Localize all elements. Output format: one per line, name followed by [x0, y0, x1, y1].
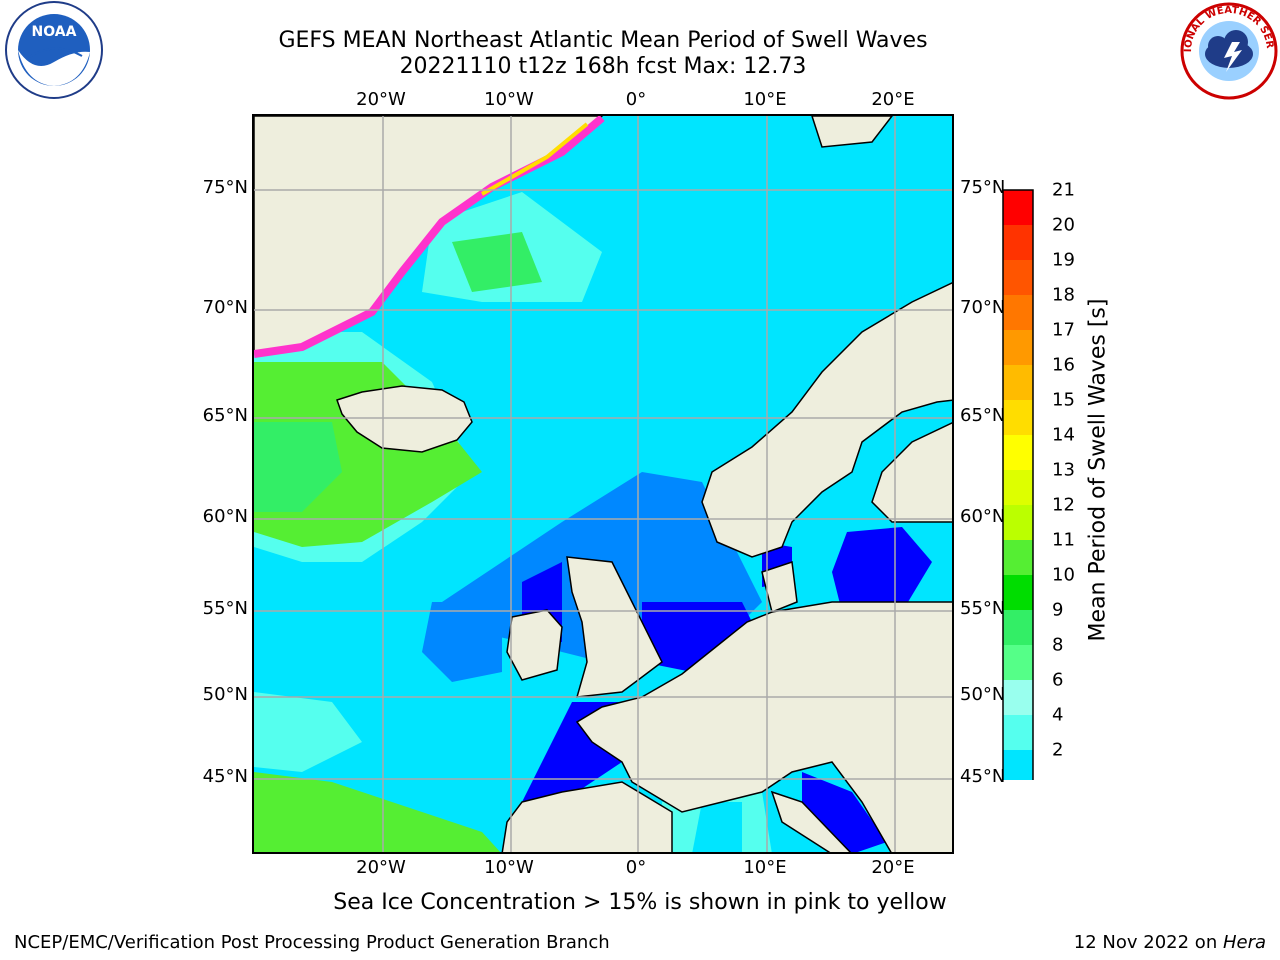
nws-logo: NATIONAL WEATHER SERVICE	[1176, 0, 1278, 100]
chart-title: GEFS MEAN Northeast Atlantic Mean Period…	[278, 28, 928, 53]
noaa-logo: NOAA	[4, 0, 104, 100]
sea-ice-edge	[254, 116, 605, 358]
footer-date-text: 12 Nov 2022 on	[1073, 932, 1223, 953]
colorbar-swatch	[1003, 400, 1033, 435]
lon-tick-top-20e: 20°E	[871, 89, 915, 110]
colorbar-swatch	[1003, 365, 1033, 400]
lat-tick-left-75n: 75°N	[202, 177, 248, 198]
colorbar-swatch	[1003, 715, 1033, 750]
colorbar-tick-label: 10	[1052, 564, 1075, 586]
colorbar-tick-label: 12	[1052, 494, 1075, 516]
colorbar-swatch	[1003, 540, 1033, 575]
lon-tick-bottom-10e: 10°E	[743, 857, 787, 878]
colorbar-tick-label: 14	[1052, 424, 1075, 446]
graticule	[254, 116, 952, 852]
colorbar-tick-label: 6	[1052, 669, 1064, 691]
lat-tick-left-50n: 50°N	[202, 684, 248, 705]
colorbar-swatch	[1003, 470, 1033, 505]
colorbar-outline	[1002, 189, 1034, 780]
colorbar-tick-label: 20	[1052, 214, 1075, 236]
colorbar	[1002, 189, 1034, 780]
footer-credit: NCEP/EMC/Verification Post Processing Pr…	[14, 932, 610, 953]
lat-tick-right-45n: 45°N	[960, 766, 1006, 787]
ireland-land	[506, 609, 563, 681]
europe-land	[575, 601, 952, 852]
footer-host: Hera	[1222, 932, 1266, 953]
colorbar-swatch	[1003, 260, 1033, 295]
colorbar-tick-label: 15	[1052, 389, 1075, 411]
lon-tick-top-10e: 10°E	[743, 89, 787, 110]
colorbar-tick-label: 8	[1052, 634, 1064, 656]
sea-ice-note: Sea Ice Concentration > 15% is shown in …	[333, 890, 947, 915]
lat-tick-left-65n: 65°N	[202, 405, 248, 426]
lat-tick-right-75n: 75°N	[960, 177, 1006, 198]
colorbar-tick-label: 11	[1052, 529, 1075, 551]
colorbar-swatch	[1003, 505, 1033, 540]
map-panel	[252, 114, 954, 854]
footer-date: 12 Nov 2022 on Hera	[1074, 932, 1266, 953]
lon-tick-bottom-20w: 20°W	[356, 857, 406, 878]
lat-tick-right-50n: 50°N	[960, 684, 1006, 705]
lat-tick-right-55n: 55°N	[960, 598, 1006, 619]
colorbar-swatch	[1003, 610, 1033, 645]
colorbar-swatch	[1003, 330, 1033, 365]
lon-tick-bottom-20e: 20°E	[871, 857, 915, 878]
colorbar-tick-label: 21	[1052, 179, 1075, 201]
iceland-land	[336, 385, 473, 453]
lat-tick-left-60n: 60°N	[202, 506, 248, 527]
lat-tick-right-70n: 70°N	[960, 297, 1006, 318]
colorbar-tick-label: 17	[1052, 319, 1075, 341]
colorbar-tick-label: 4	[1052, 704, 1064, 726]
finland-land	[871, 422, 952, 523]
colorbar-swatch	[1003, 750, 1033, 780]
lat-tick-left-45n: 45°N	[202, 766, 248, 787]
colorbar-swatch	[1003, 680, 1033, 715]
lon-tick-bottom-10w: 10°W	[484, 857, 534, 878]
colorbar-tick-label: 16	[1052, 354, 1075, 376]
italy-land	[770, 790, 852, 852]
colorbar-swatch	[1003, 575, 1033, 610]
colorbar-swatch	[1003, 435, 1033, 470]
colorbar-swatch	[1003, 225, 1033, 260]
noaa-logo-text: NOAA	[32, 24, 77, 40]
colorbar-tick-label: 9	[1052, 599, 1064, 621]
scandinavia-land	[701, 282, 952, 558]
chart-subtitle: 20221110 t12z 168h fcst Max: 12.73	[399, 54, 807, 79]
lon-tick-top-10w: 10°W	[484, 89, 534, 110]
colorbar-tick-label: 19	[1052, 249, 1075, 271]
lat-tick-right-65n: 65°N	[960, 405, 1006, 426]
lon-tick-top-20w: 20°W	[356, 89, 406, 110]
colorbar-tick-label: 2	[1052, 739, 1064, 761]
colorbar-tick-label: 13	[1052, 459, 1075, 481]
colorbar-tick-label: 18	[1052, 284, 1075, 306]
denmark-land	[761, 560, 798, 614]
lon-tick-bottom-0: 0°	[625, 857, 647, 878]
sea-ice-edge-high	[481, 122, 589, 196]
iberia-land	[501, 781, 673, 852]
lon-tick-top-0: 0°	[625, 89, 647, 110]
colorbar-swatch	[1003, 190, 1033, 225]
map-canvas	[254, 116, 952, 852]
lat-tick-left-70n: 70°N	[202, 297, 248, 318]
lat-tick-left-55n: 55°N	[202, 598, 248, 619]
svalbard-land	[811, 116, 893, 148]
colorbar-title: Mean Period of Swell Waves [s]	[1085, 298, 1111, 642]
colorbar-swatch	[1003, 645, 1033, 680]
lat-tick-right-60n: 60°N	[960, 506, 1006, 527]
colorbar-swatch	[1003, 295, 1033, 330]
